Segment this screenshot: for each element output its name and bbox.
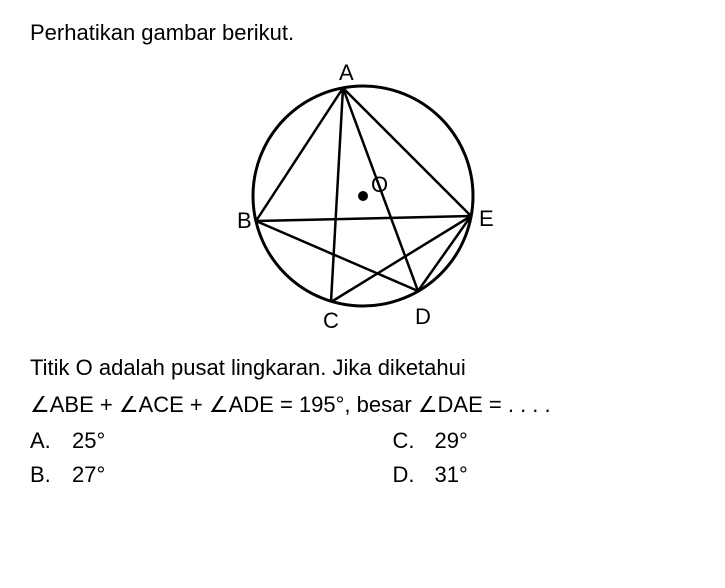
angle-ABE: ∠ABE: [30, 392, 94, 417]
option-B-letter: B.: [30, 462, 54, 488]
angle-ADE: ∠ADE: [209, 392, 274, 417]
label-A: A: [339, 60, 354, 85]
instruction-text: Perhatikan gambar berikut.: [30, 20, 695, 46]
center-dot: [358, 191, 368, 201]
option-A: A. 25°: [30, 428, 333, 454]
option-C: C. 29°: [393, 428, 696, 454]
option-C-value: 29°: [435, 428, 468, 454]
option-D-letter: D.: [393, 462, 417, 488]
label-E: E: [479, 206, 494, 231]
line-CE: [331, 216, 471, 302]
line-AC: [331, 88, 343, 302]
question-angle-line: ∠ABE + ∠ACE + ∠ADE = 195°, besar ∠DAE = …: [30, 392, 695, 418]
label-D: D: [415, 304, 431, 329]
circle-diagram: A B C D E O: [223, 56, 503, 336]
diagram-container: A B C D E O: [30, 56, 695, 336]
option-C-letter: C.: [393, 428, 417, 454]
option-A-value: 25°: [72, 428, 105, 454]
line-BD: [256, 221, 418, 291]
label-C: C: [323, 308, 339, 333]
options-grid: A. 25° C. 29° B. 27° D. 31°: [30, 428, 695, 488]
question-line1: Titik O adalah pusat lingkaran. Jika dik…: [30, 351, 695, 384]
line-DE: [418, 216, 471, 291]
option-D: D. 31°: [393, 462, 696, 488]
angle-ACE: ∠ACE: [119, 392, 184, 417]
option-B-value: 27°: [72, 462, 105, 488]
option-D-value: 31°: [435, 462, 468, 488]
label-B: B: [237, 208, 252, 233]
tail-text: = . . . .: [483, 392, 551, 417]
label-O: O: [371, 172, 388, 197]
option-A-letter: A.: [30, 428, 54, 454]
option-B: B. 27°: [30, 462, 333, 488]
plus1: +: [94, 392, 119, 417]
line-BE: [256, 216, 471, 221]
angle-DAE: ∠DAE: [418, 392, 483, 417]
eq-text: = 195°, besar: [274, 392, 418, 417]
plus2: +: [184, 392, 209, 417]
